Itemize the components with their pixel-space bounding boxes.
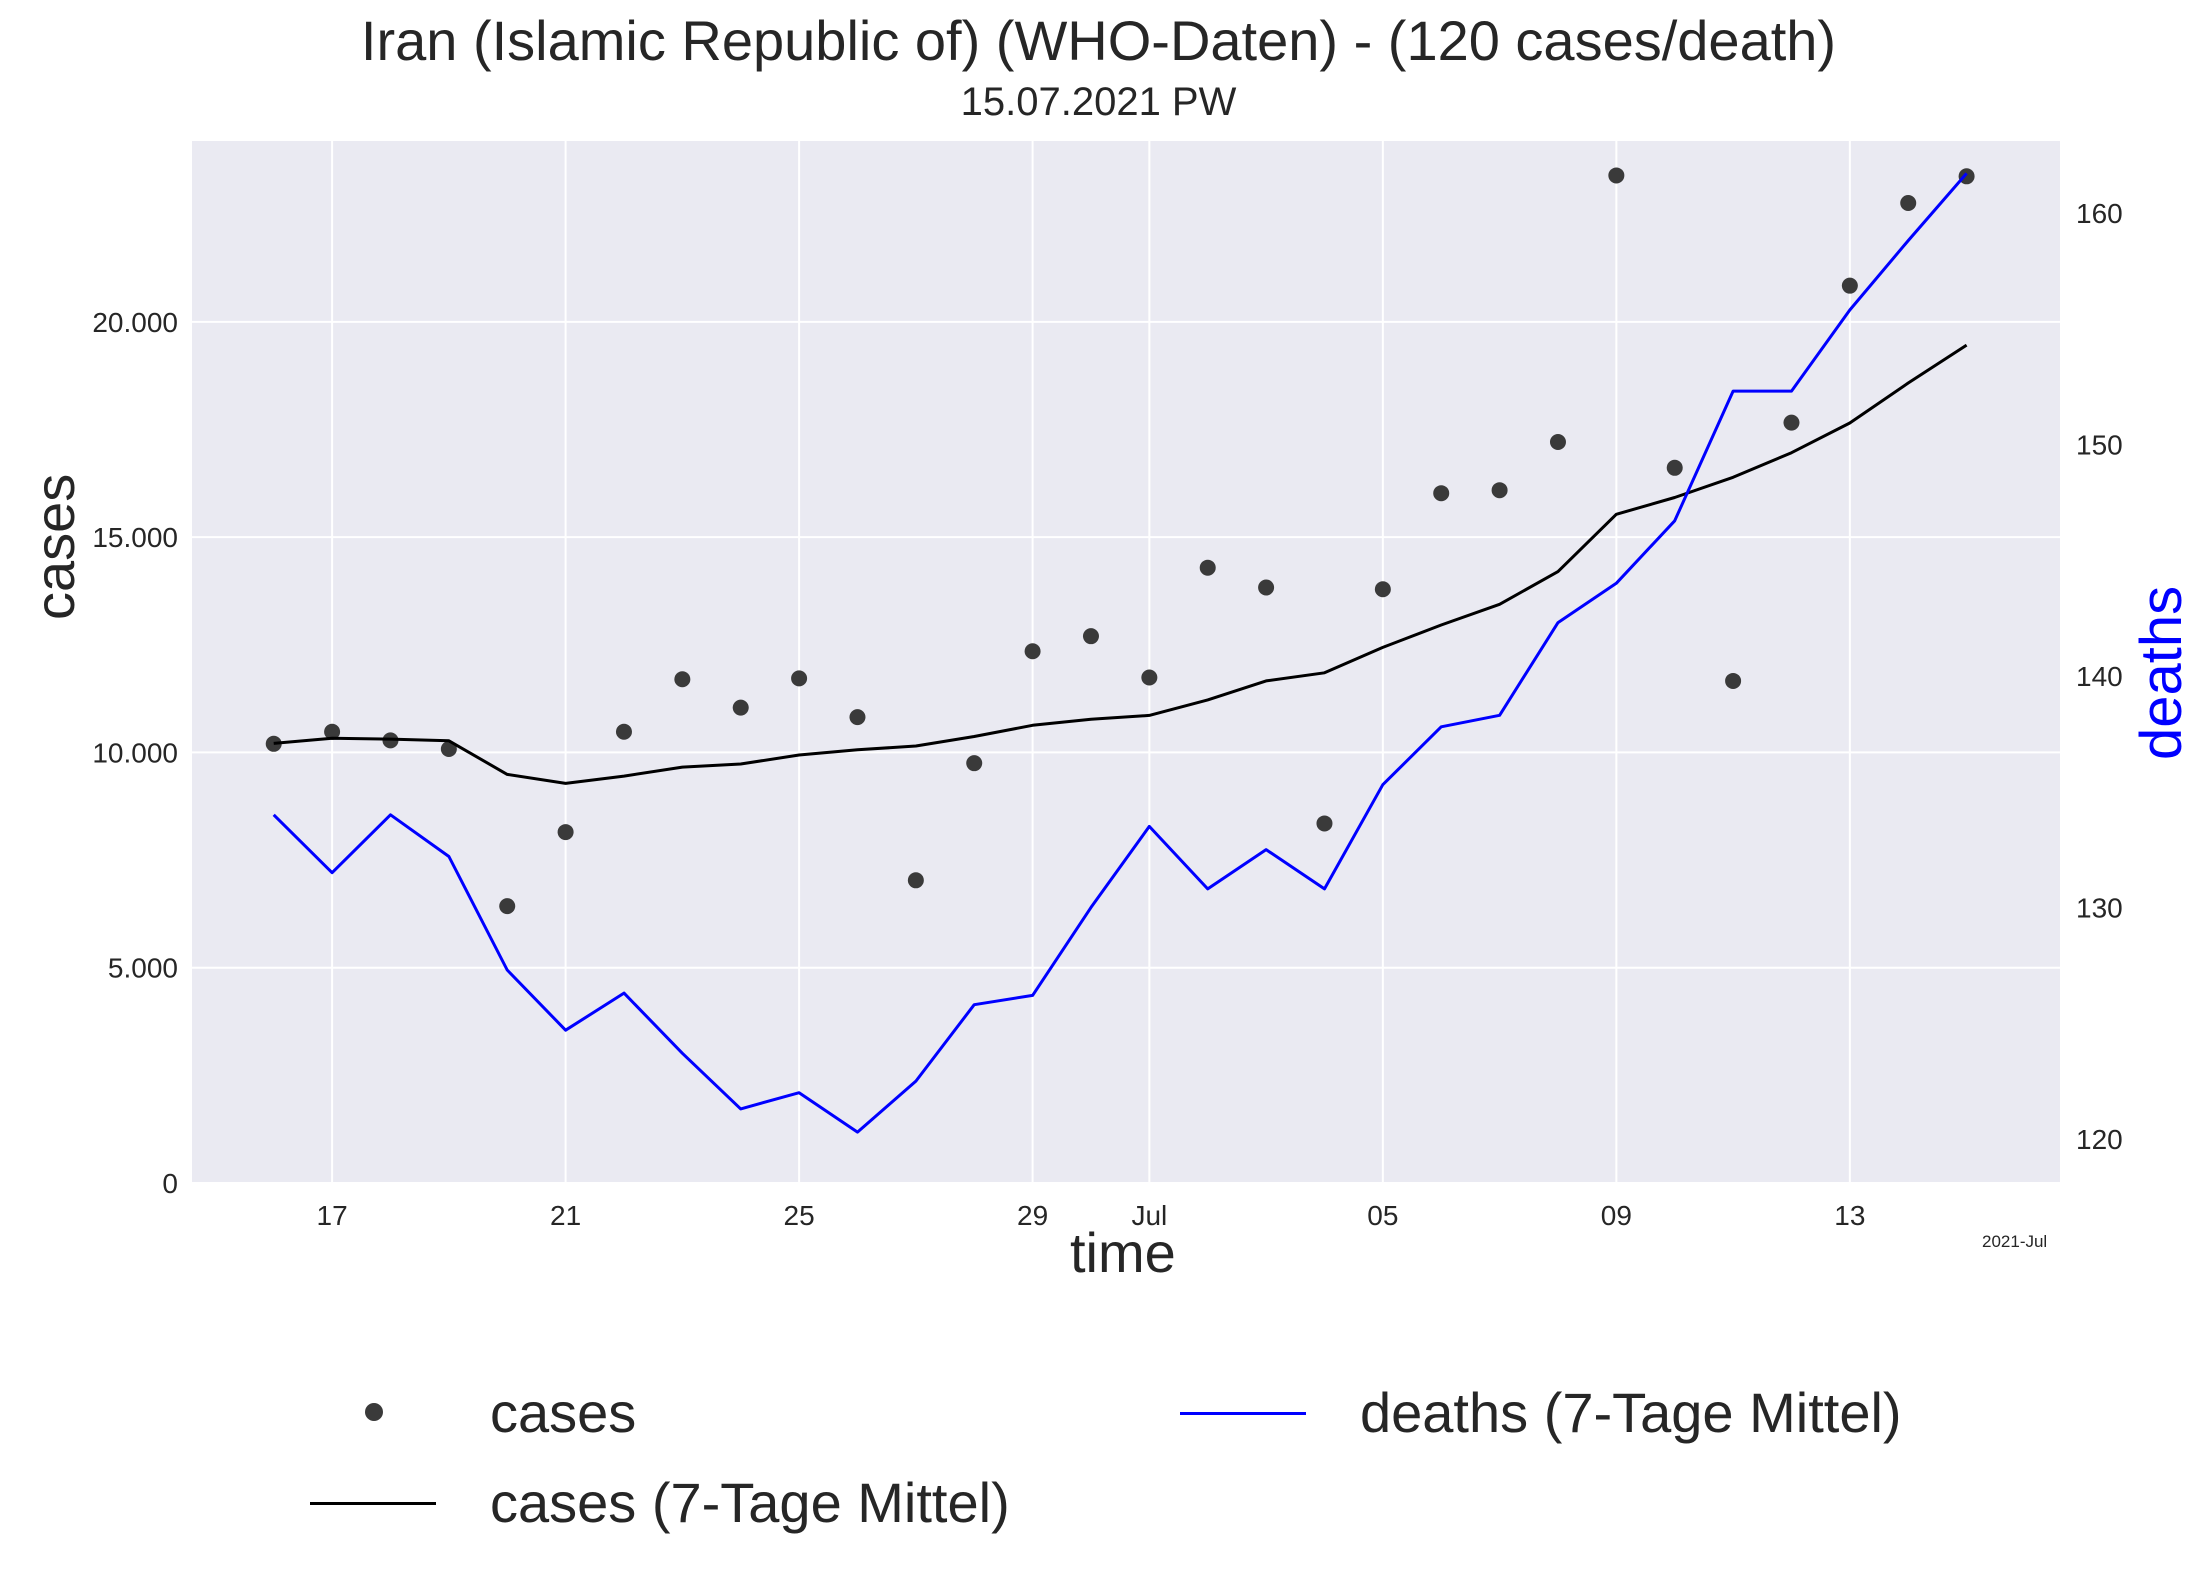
- legend-line-icon: [1180, 1411, 1306, 1415]
- cases-point: [1491, 482, 1508, 499]
- legend-swatch-cases: [300, 1383, 450, 1443]
- legend-dot-icon: [365, 1402, 383, 1421]
- cases-point: [1783, 414, 1800, 431]
- cases-point: [324, 723, 341, 740]
- x-tick-label: 25: [784, 1200, 815, 1231]
- y-tick-label: 15.000: [92, 522, 178, 553]
- cases-point: [1666, 459, 1683, 476]
- cases-point: [499, 898, 516, 915]
- x-axis-offset-label: 2021-Jul: [1982, 1232, 2048, 1251]
- legend-label-cases-avg: cases (7-Tage Mittel): [490, 1471, 1010, 1534]
- chart-title: Iran (Islamic Republic of) (WHO-Daten) -…: [360, 9, 1837, 72]
- x-tick-label: Jul: [1131, 1200, 1167, 1231]
- y-tick-label: 5.000: [108, 953, 178, 984]
- legend-line-icon: [310, 1501, 436, 1505]
- y-tick-label: 0: [162, 1168, 178, 1199]
- cases-point: [966, 755, 983, 772]
- legend-item-deaths-avg: deaths (7-Tage Mittel): [1170, 1380, 1902, 1445]
- y-tick-label: 20.000: [92, 307, 178, 338]
- x-tick-label: 09: [1601, 1200, 1632, 1231]
- legend-label-deaths-avg: deaths (7-Tage Mittel): [1360, 1381, 1902, 1444]
- x-tick-label: 17: [317, 1200, 348, 1231]
- y2-tick-label: 160: [2076, 198, 2123, 229]
- cases-point: [1082, 628, 1099, 645]
- cases-point: [1841, 277, 1858, 294]
- legend-swatch-deaths-avg: [1170, 1383, 1320, 1443]
- legend-label-cases: cases: [490, 1381, 637, 1444]
- series-layer: [265, 167, 1975, 1134]
- x-tick-label: 21: [550, 1200, 581, 1231]
- cases-point: [557, 824, 574, 841]
- cases-point: [440, 740, 457, 757]
- cases-point: [1199, 559, 1216, 576]
- cases-point: [1258, 579, 1275, 596]
- cases-point: [1024, 643, 1041, 660]
- cases-point: [732, 699, 749, 716]
- cases-point: [1958, 168, 1975, 185]
- y2-tick-label: 130: [2076, 892, 2123, 923]
- ticks-layer: 17 21 25 29 Jul 05 09 1305.00010.00015.00020.00…: [92, 198, 2122, 1231]
- cases-point: [1608, 167, 1625, 184]
- cases-point: [1433, 485, 1450, 502]
- cases-point: [907, 872, 924, 889]
- y2-tick-label: 140: [2076, 661, 2123, 692]
- x-tick-label: 13: [1834, 1200, 1865, 1231]
- cases-point: [791, 670, 808, 687]
- legend-item-cases: cases: [300, 1380, 636, 1445]
- legend-item-cases-avg: cases (7-Tage Mittel): [300, 1470, 1010, 1535]
- y-tick-label: 10.000: [92, 737, 178, 768]
- x-tick-label: 05: [1367, 1200, 1398, 1231]
- cases-avg-line: [273, 343, 1968, 785]
- y2-tick-label: 150: [2076, 429, 2123, 460]
- cases-point: [615, 723, 632, 740]
- y-axis-label: cases: [23, 473, 86, 620]
- deaths-avg-line: [272, 172, 1968, 1134]
- plot-background: [192, 141, 2060, 1183]
- cases-point: [1900, 195, 1917, 212]
- cases-point: [674, 671, 691, 688]
- cases-point: [265, 735, 282, 752]
- cases-point: [1725, 672, 1742, 689]
- cases-point: [1374, 581, 1391, 598]
- chart-subtitle: 15.07.2021 PW: [960, 80, 1237, 124]
- y2-tick-label: 120: [2076, 1124, 2123, 1155]
- x-tick-label: 29: [1017, 1200, 1048, 1231]
- legend: cases cases (7-Tage Mittel) deaths (7-Ta…: [0, 1380, 2197, 1570]
- y2-axis-label: deaths: [2129, 585, 2194, 760]
- cases-point: [1316, 815, 1333, 832]
- legend-swatch-cases-avg: [300, 1473, 450, 1533]
- cases-point: [1549, 433, 1566, 450]
- cases-point: [849, 709, 866, 726]
- x-axis-label: time: [1070, 1221, 1176, 1284]
- grid-lines: [192, 141, 2060, 1184]
- cases-point: [1141, 669, 1158, 686]
